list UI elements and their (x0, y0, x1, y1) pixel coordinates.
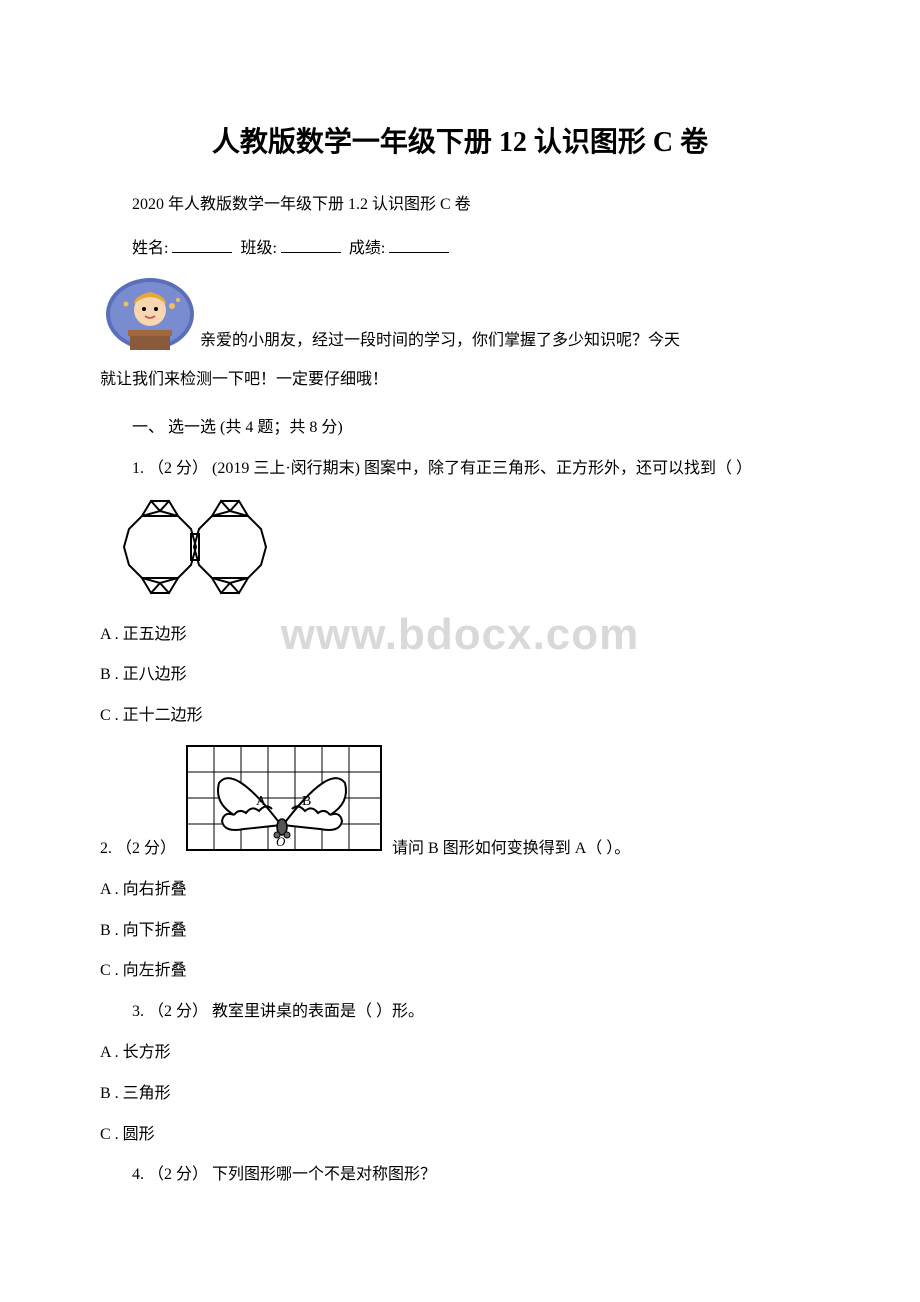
name-underline (172, 252, 232, 253)
section1-header: 一、 选一选 (共 4 题；共 8 分) (100, 413, 820, 437)
score-label: 成绩: (349, 240, 385, 257)
q4-stem: 4. （2 分） 下列图形哪一个不是对称图形？ (100, 1161, 820, 1190)
q2-prefix: 2. （2 分） (100, 835, 176, 864)
q3-optA: A . 长方形 (100, 1039, 820, 1068)
subtitle: 2020 年人教版数学一年级下册 1.2 认识图形 C 卷 (100, 190, 820, 214)
name-label: 姓名: (132, 240, 168, 257)
q3-optB: B . 三角形 (100, 1080, 820, 1109)
q2-line: 2. （2 分） (100, 743, 820, 864)
q2-optC: C . 向左折叠 (100, 957, 820, 986)
q3-stem: 3. （2 分） 教室里讲桌的表面是（ ）形。 (100, 998, 820, 1027)
q2-labelB: B (302, 794, 311, 809)
score-underline (389, 252, 449, 253)
intro-line2: 就让我们来检测一下吧！一定要仔细哦！ (100, 366, 820, 395)
q2-figure: A B O (184, 743, 384, 864)
q1-optC: C . 正十二边形 (100, 702, 820, 731)
q3-optC: C . 圆形 (100, 1121, 820, 1150)
q1-stem: 1. （2 分） (2019 三上·闵行期末) 图案中，除了有正三角形、正方形外… (100, 455, 820, 484)
q2-optB: B . 向下折叠 (100, 917, 820, 946)
mascot-section: 亲爱的小朋友，经过一段时间的学习，你们掌握了多少知识呢？今天 (100, 276, 820, 356)
form-fields: 姓名: 班级: 成绩: (100, 234, 820, 258)
q1-optB: B . 正八边形 (100, 661, 820, 690)
class-underline (281, 252, 341, 253)
page-title: 人教版数学一年级下册 12 认识图形 C 卷 (100, 120, 820, 160)
mascot-icon (100, 276, 200, 356)
q1-optA: A . 正五边形 (100, 621, 820, 650)
class-label: 班级: (240, 240, 276, 257)
q2-optA: A . 向右折叠 (100, 876, 820, 905)
q1-figure (100, 496, 820, 611)
q2-labelA: A (256, 794, 267, 809)
intro-line1: 亲爱的小朋友，经过一段时间的学习，你们掌握了多少知识呢？今天 (200, 327, 680, 356)
q2-labelO: O (276, 834, 286, 849)
q2-suffix: 请问 B 图形如何变换得到 A（ ）。 (392, 835, 630, 864)
